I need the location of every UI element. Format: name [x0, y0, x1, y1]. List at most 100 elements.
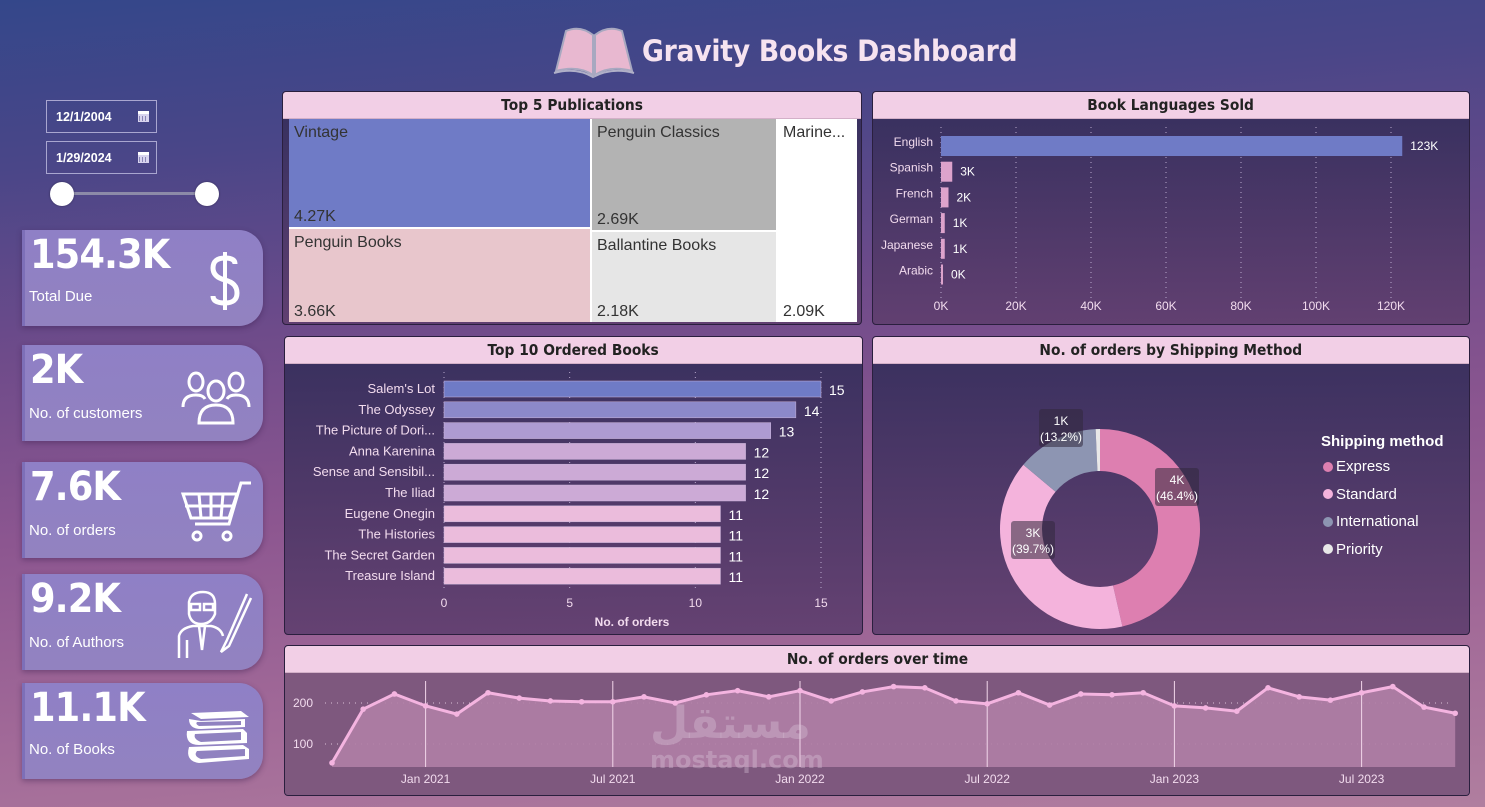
- svg-text:Jan 2023: Jan 2023: [1150, 772, 1200, 786]
- svg-text:11: 11: [728, 548, 743, 564]
- start-date-value: 12/1/2004: [56, 109, 112, 124]
- svg-text:The Picture of Dori...: The Picture of Dori...: [316, 423, 435, 438]
- svg-text:French: French: [896, 186, 933, 200]
- kpi-value: 2K: [30, 347, 83, 393]
- kpi-value: 11.1K: [30, 685, 146, 731]
- shipping-method-panel: No. of orders by Shipping Method 4K (46.4…: [872, 336, 1470, 635]
- kpi-orders: 7.6K No. of orders: [22, 462, 263, 558]
- svg-text:German: German: [890, 212, 933, 226]
- bar: [941, 213, 945, 234]
- date-range-slider-track[interactable]: [62, 192, 208, 195]
- languages-bar-chart: 0K 20K 40K 60K 80K 100K 120K English 123K Spanish…: [881, 127, 1438, 313]
- bar: [941, 238, 945, 259]
- svg-text:(46.4%): (46.4%): [1156, 489, 1198, 503]
- kpi-value: 7.6K: [30, 464, 121, 510]
- svg-text:11: 11: [728, 507, 743, 523]
- x-tick: 40K: [1080, 299, 1101, 313]
- svg-text:The Histories: The Histories: [358, 527, 435, 542]
- orders-over-time-panel: No. of orders over time 200 100 Jan 2021 Ju…: [284, 645, 1470, 796]
- svg-text:Japanese: Japanese: [881, 238, 933, 252]
- date-slider-start-handle[interactable]: [50, 182, 74, 206]
- svg-text:Jan 2022: Jan 2022: [775, 772, 825, 786]
- treemap-tile[interactable]: Marine... 2.09K: [778, 119, 857, 322]
- panel-title: No. of orders by Shipping Method: [873, 337, 1469, 364]
- svg-text:14: 14: [804, 403, 820, 419]
- svg-text:15: 15: [814, 596, 828, 610]
- date-slider-end-handle[interactable]: [195, 182, 219, 206]
- shopping-cart-icon: [181, 481, 251, 542]
- orders-area-chart: 200 100 Jan 2021 Jul 2021 Jan 2022 Jul 2022 Ja…: [285, 673, 1469, 795]
- bar: [443, 526, 721, 543]
- panel-title: Top 10 Ordered Books: [285, 337, 862, 364]
- svg-text:Spanish: Spanish: [890, 161, 933, 175]
- users-group-icon: [181, 371, 251, 425]
- svg-text:Salem's Lot: Salem's Lot: [367, 381, 435, 396]
- book-languages-panel: Book Languages Sold 0K 20K 40K 60K 80K 100K 12…: [872, 91, 1470, 325]
- svg-text:0K: 0K: [951, 268, 966, 282]
- svg-text:(13.2%): (13.2%): [1040, 430, 1082, 444]
- svg-text:12: 12: [754, 486, 770, 502]
- svg-text:The Iliad: The Iliad: [385, 485, 435, 500]
- x-tick: 80K: [1230, 299, 1251, 313]
- bar: [443, 422, 771, 439]
- start-date-input[interactable]: 12/1/2004: [46, 100, 157, 133]
- bar: [443, 463, 746, 481]
- dashboard-header: Gravity Books Dashboard: [552, 22, 1050, 80]
- kpi-customers: 2K No. of customers: [22, 345, 263, 441]
- bar: [941, 187, 949, 208]
- svg-text:12: 12: [754, 465, 770, 481]
- end-date-value: 1/29/2024: [56, 150, 112, 165]
- calendar-icon[interactable]: [138, 152, 149, 163]
- svg-text:1K: 1K: [1054, 414, 1069, 428]
- svg-text:Jul 2022: Jul 2022: [965, 772, 1011, 786]
- treemap-tile[interactable]: Penguin Classics 2.69K: [592, 119, 776, 230]
- kpi-label: No. of Authors: [29, 634, 125, 651]
- legend-item[interactable]: Standard: [1323, 486, 1397, 503]
- kpi-value: 154.3K: [30, 232, 170, 278]
- svg-text:15: 15: [829, 382, 845, 398]
- treemap-tile[interactable]: Ballantine Books 2.18K: [592, 232, 776, 322]
- treemap-tile[interactable]: Vintage 4.27K: [289, 119, 590, 227]
- x-tick: 120K: [1377, 299, 1405, 313]
- page-title: Gravity Books Dashboard: [642, 34, 1018, 68]
- svg-text:Jul 2023: Jul 2023: [1339, 772, 1385, 786]
- svg-text:2K: 2K: [957, 190, 972, 204]
- svg-text:The Secret Garden: The Secret Garden: [324, 547, 435, 562]
- svg-text:Arabic: Arabic: [899, 264, 933, 278]
- author-pen-icon: [177, 590, 253, 658]
- svg-text:Eugene Onegin: Eugene Onegin: [345, 506, 435, 521]
- bar: [443, 547, 721, 564]
- svg-text:11: 11: [728, 528, 743, 544]
- svg-text:The Odyssey: The Odyssey: [358, 402, 435, 417]
- kpi-authors: 9.2K No. of Authors: [22, 574, 263, 670]
- calendar-icon[interactable]: [138, 111, 149, 122]
- open-book-icon: [553, 27, 635, 79]
- svg-text:10: 10: [689, 596, 703, 610]
- top-publications-panel: Top 5 Publications Vintage 4.27K Penguin …: [282, 91, 862, 325]
- kpi-total-due: 154.3K Total Due: [22, 230, 263, 326]
- legend-item[interactable]: International: [1323, 513, 1419, 530]
- svg-text:4K: 4K: [1170, 473, 1185, 487]
- legend-item[interactable]: Priority: [1323, 541, 1383, 558]
- svg-text:11: 11: [728, 569, 743, 585]
- top-books-panel: Top 10 Ordered Books 0 5 10 15 No. of orders…: [284, 336, 863, 635]
- svg-text:3K: 3K: [1026, 526, 1041, 540]
- books-stack-icon: [186, 711, 249, 763]
- treemap-tile[interactable]: Penguin Books 3.66K: [289, 229, 590, 322]
- svg-text:3K: 3K: [960, 165, 975, 179]
- kpi-label: No. of Books: [29, 741, 115, 758]
- kpi-label: Total Due: [29, 288, 93, 305]
- legend-title: Shipping method: [1321, 433, 1444, 450]
- svg-text:No. of orders: No. of orders: [595, 615, 670, 629]
- svg-text:Sense and Sensibil...: Sense and Sensibil...: [313, 464, 435, 479]
- bar: [443, 567, 721, 585]
- legend-item[interactable]: Express: [1323, 458, 1390, 475]
- bar: [443, 484, 746, 502]
- donut-slice: [1095, 429, 1100, 472]
- svg-text:12: 12: [754, 444, 770, 460]
- panel-title: Book Languages Sold: [873, 92, 1469, 119]
- kpi-label: No. of customers: [29, 405, 143, 422]
- end-date-input[interactable]: 1/29/2024: [46, 141, 157, 174]
- svg-text:Jan 2021: Jan 2021: [401, 772, 451, 786]
- bar: [443, 505, 721, 523]
